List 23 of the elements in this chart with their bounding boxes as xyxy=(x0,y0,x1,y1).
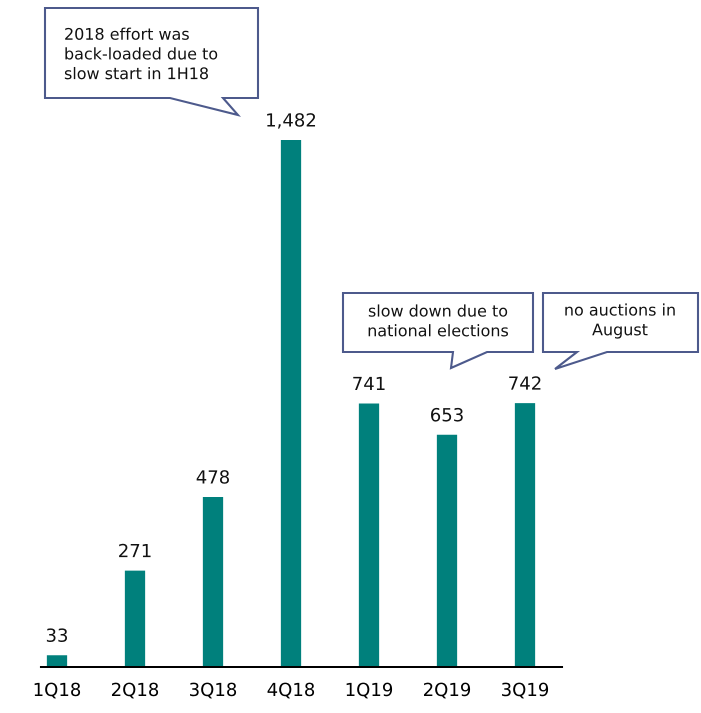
data-label: 478 xyxy=(196,470,229,484)
annotation: slow down due to national elections xyxy=(368,304,508,336)
x-tick-label: 2Q19 xyxy=(424,682,470,698)
data-label: 653 xyxy=(431,408,463,422)
data-label: 742 xyxy=(509,376,540,390)
bar xyxy=(124,570,146,667)
bar xyxy=(202,497,224,667)
data-label: 271 xyxy=(119,544,151,558)
bar xyxy=(358,404,380,667)
x-tick-label: 1Q18 xyxy=(34,682,80,698)
text: 2018 effort was back-loaded due to slow start in 1H18 xyxy=(64,28,218,80)
bar xyxy=(514,403,536,667)
x-tick-label: 3Q18 xyxy=(190,682,236,698)
data-label: 33 xyxy=(46,628,68,642)
x-tick-label: 4Q18 xyxy=(268,682,314,698)
bar xyxy=(436,434,458,667)
x-tick-label: 3Q19 xyxy=(502,682,548,698)
x-tick-label: 1Q19 xyxy=(346,682,392,698)
bar xyxy=(280,140,302,667)
data-label: 741 xyxy=(353,376,385,390)
data-label: 1,482 xyxy=(267,113,316,129)
x-tick-label: 2Q18 xyxy=(112,682,158,698)
text: no auctions in August xyxy=(565,303,675,339)
